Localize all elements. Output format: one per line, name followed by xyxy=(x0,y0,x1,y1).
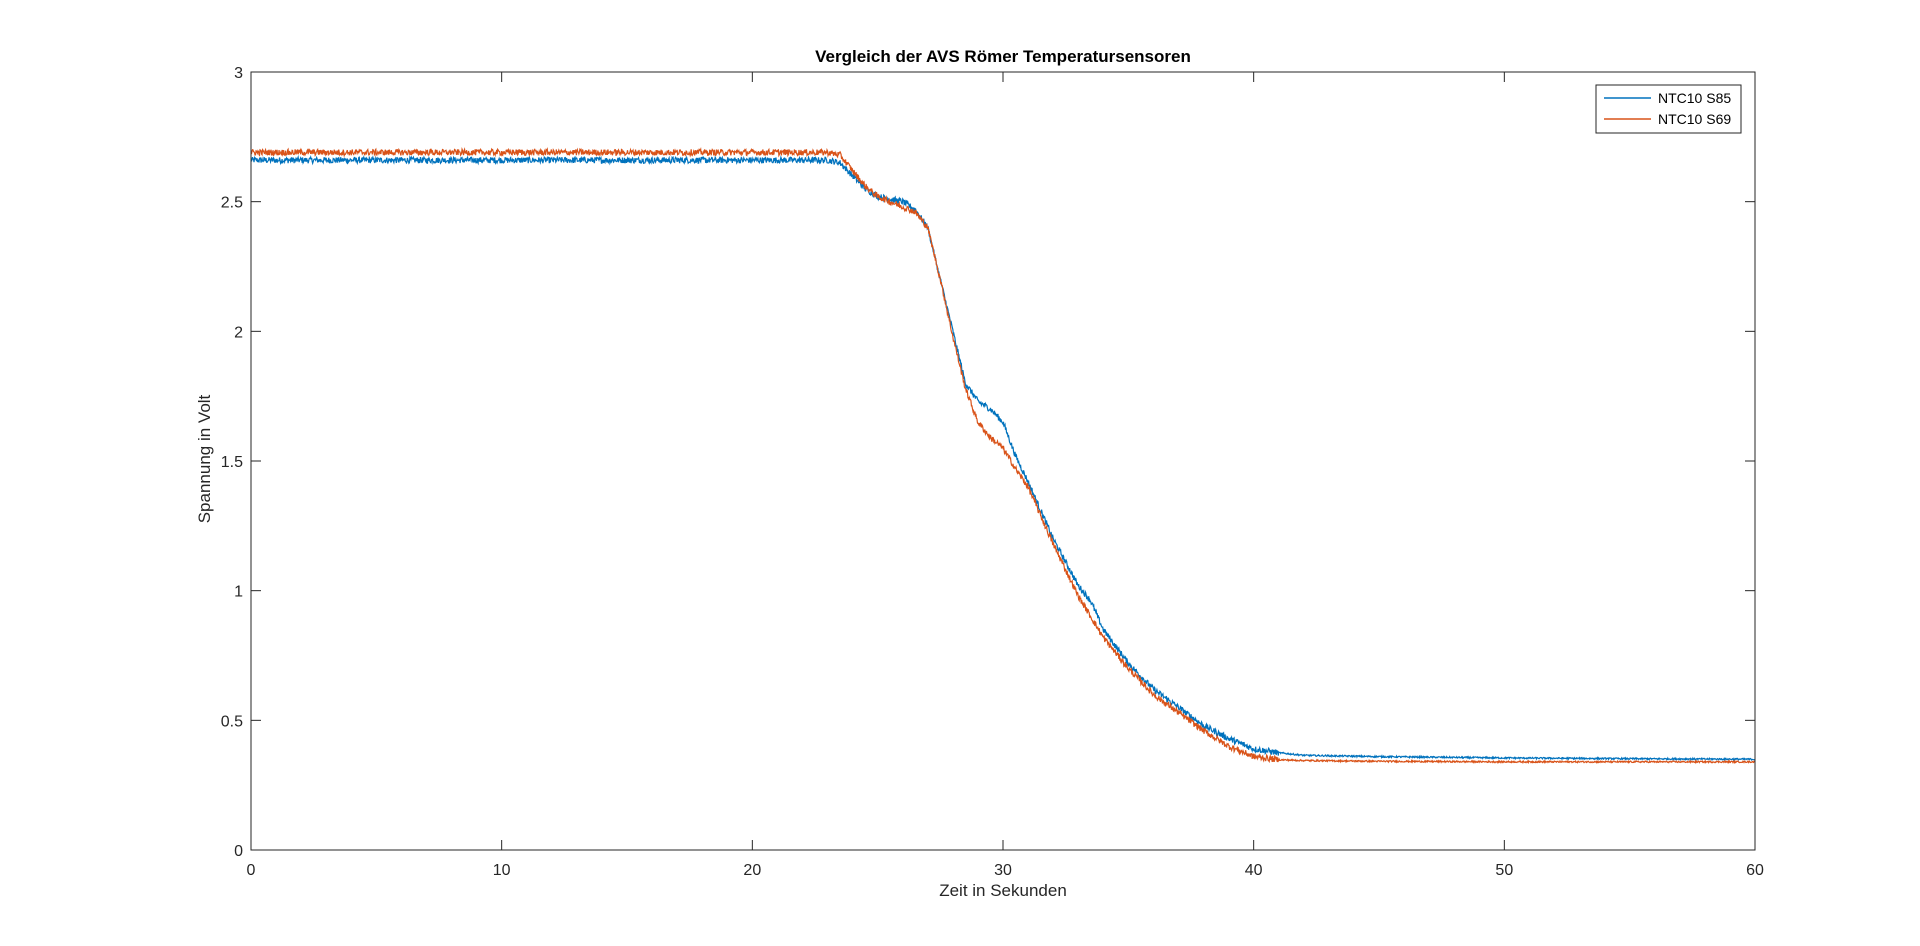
x-tick-label: 30 xyxy=(994,862,1012,879)
x-tick-label: 0 xyxy=(247,862,256,879)
plot-background xyxy=(251,72,1755,850)
plot-area xyxy=(251,72,1755,850)
series-line-2 xyxy=(250,146,1756,765)
legend: NTC10 S85 NTC10 S69 xyxy=(1595,84,1742,134)
legend-box xyxy=(1595,84,1742,134)
legend-label-1: NTC10 S85 xyxy=(1658,90,1731,106)
y-tick-label: 2 xyxy=(234,324,243,341)
x-axis-label: Zeit in Sekunden xyxy=(939,881,1067,900)
y-tick-label: 1.5 xyxy=(221,454,243,471)
x-tick-label: 20 xyxy=(743,862,761,879)
x-tick-label: 50 xyxy=(1495,862,1513,879)
y-axis-label: Spannung in Volt xyxy=(195,394,214,523)
y-tick-label: 2.5 xyxy=(221,195,243,212)
y-tick-label: 0 xyxy=(234,843,243,860)
chart-title: Vergleich der AVS Römer Temperatursensor… xyxy=(815,47,1191,66)
x-tick-label: 10 xyxy=(493,862,511,879)
y-tick-label: 3 xyxy=(234,65,243,82)
axes-layer: 0 10 20 30 40 50 60 0 0.5 1 1.5 2 2.5 3 xyxy=(221,65,1764,879)
legend-label-2: NTC10 S69 xyxy=(1658,111,1731,127)
x-tick-label: 60 xyxy=(1746,862,1764,879)
y-tick-label: 0.5 xyxy=(221,713,243,730)
series-layer xyxy=(250,146,1756,765)
y-tick-label: 1 xyxy=(234,584,243,601)
x-tick-label: 40 xyxy=(1245,862,1263,879)
series-line-1 xyxy=(250,154,1756,762)
